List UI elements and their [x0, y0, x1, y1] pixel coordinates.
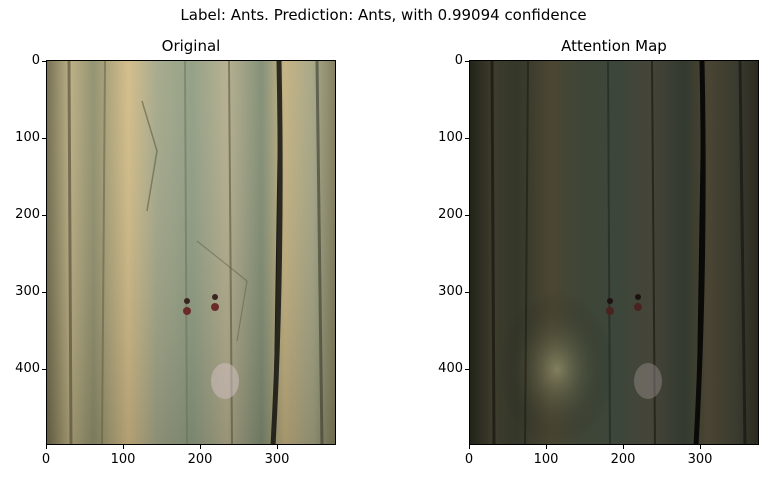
x-tick-mark — [277, 445, 278, 449]
y-tick-mark — [42, 61, 46, 62]
y-tick-label: 0 — [454, 53, 463, 68]
y-tick-label: 200 — [15, 207, 40, 222]
ant-marker — [606, 294, 642, 315]
x-tick-label: 300 — [264, 452, 290, 467]
y-tick-label: 100 — [438, 130, 463, 145]
y-tick-label: 300 — [15, 284, 40, 299]
x-tick-label: 0 — [41, 452, 51, 467]
x-tick-mark — [546, 445, 547, 449]
x-tick-label: 100 — [533, 452, 559, 467]
x-tick-mark — [200, 445, 201, 449]
y-tick-mark — [465, 61, 469, 62]
y-tick-label: 0 — [31, 53, 40, 68]
panel-attention-title: Attention Map — [561, 37, 667, 55]
y-tick-mark — [465, 292, 469, 293]
x-tick-label: 0 — [464, 452, 474, 467]
x-tick-mark — [123, 445, 124, 449]
x-tick-label: 200 — [187, 452, 213, 467]
figure-suptitle: Label: Ants. Prediction: Ants, with 0.99… — [180, 6, 587, 24]
panel-original-title: Original — [161, 37, 221, 55]
y-tick-label: 400 — [15, 361, 40, 376]
panel-attention-image — [469, 60, 759, 445]
y-tick-mark — [465, 138, 469, 139]
x-tick-label: 100 — [110, 452, 136, 467]
y-tick-mark — [465, 215, 469, 216]
x-tick-mark — [46, 445, 47, 449]
y-tick-label: 300 — [438, 284, 463, 299]
y-tick-label: 400 — [438, 361, 463, 376]
x-tick-mark — [700, 445, 701, 449]
panel-original-image — [46, 60, 336, 445]
x-tick-mark — [623, 445, 624, 449]
y-tick-mark — [465, 369, 469, 370]
y-tick-mark — [42, 215, 46, 216]
ant-marker — [183, 294, 219, 315]
y-tick-mark — [42, 138, 46, 139]
x-tick-label: 200 — [610, 452, 636, 467]
y-tick-label: 100 — [15, 130, 40, 145]
y-tick-mark — [42, 369, 46, 370]
x-tick-label: 300 — [687, 452, 713, 467]
x-tick-mark — [469, 445, 470, 449]
y-tick-mark — [42, 292, 46, 293]
y-tick-label: 200 — [438, 207, 463, 222]
